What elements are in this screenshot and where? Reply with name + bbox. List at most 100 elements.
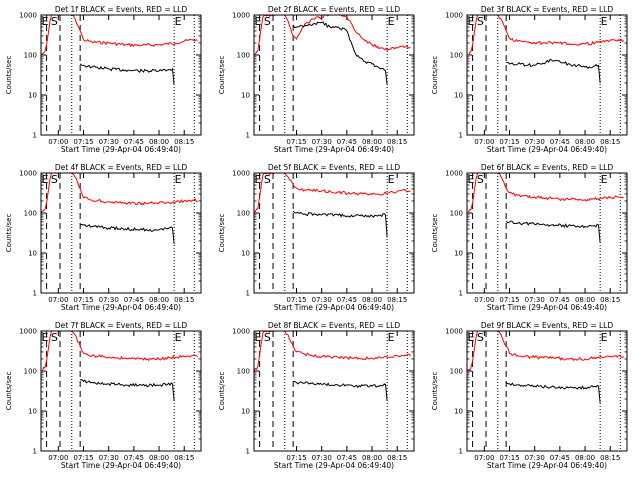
chart-panel-2: Det 2f BLACK = Events, RED = LLD Counts/s… (218, 5, 415, 154)
x-tick-label: 07:45 (550, 454, 570, 462)
chart-title: Det 4f BLACK = Events, RED = LLD (55, 163, 188, 172)
y-tick-label: 1 (459, 132, 463, 140)
series-line-events (292, 210, 388, 238)
x-tick-label: 08:15 (174, 138, 194, 146)
y-tick-label: 100 (237, 52, 250, 60)
x-tick-label: 08:00 (575, 454, 595, 462)
x-tick-label: 07:30 (312, 454, 332, 462)
x-tick-label: 07:15 (286, 296, 306, 304)
end-marker-label-right: E (601, 331, 608, 344)
x-axis-label: Start Time (29-Apr-04 06:49:40) (487, 303, 607, 312)
x-tick-label: 07:30 (99, 138, 119, 146)
end-marker-label-left: E (42, 331, 49, 344)
x-tick-label: 07:30 (525, 454, 545, 462)
end-marker-label-left: E (255, 15, 262, 28)
y-tick-label: 1000 (232, 328, 250, 336)
plot-frame (466, 14, 628, 136)
end-marker-label-left: E (255, 331, 262, 344)
x-axis-label: Start Time (29-Apr-04 06:49:40) (274, 145, 394, 154)
x-tick-label: 08:00 (575, 138, 595, 146)
chart-title: Det 5f BLACK = Events, RED = LLD (268, 163, 401, 172)
y-axis-label: Counts/sec (431, 372, 439, 411)
plot-frame (40, 14, 202, 136)
x-tick-label: 07:15 (286, 454, 306, 462)
y-tick-label: 10 (28, 250, 37, 258)
y-tick-label: 10 (454, 92, 463, 100)
end-marker-label-left: E (468, 173, 475, 186)
chart-title: Det 8f BLACK = Events, RED = LLD (268, 321, 401, 330)
chart-panel-3: Det 3f BLACK = Events, RED = LLD Counts/s… (431, 5, 628, 154)
x-tick-label: 08:15 (174, 454, 194, 462)
y-tick-label: 10 (454, 408, 463, 416)
x-tick-label: 07:00 (474, 454, 494, 462)
x-tick-label: 08:15 (600, 296, 620, 304)
x-tick-label: 08:15 (174, 296, 194, 304)
x-axis-label: Start Time (29-Apr-04 06:49:40) (274, 303, 394, 312)
series-line-lld (41, 15, 198, 56)
start-marker-label: S (264, 173, 271, 186)
y-tick-label: 1 (33, 290, 37, 298)
end-marker-label-left: E (42, 173, 49, 186)
x-tick-label: 07:45 (124, 296, 144, 304)
y-axis-label: Counts/sec (431, 56, 439, 95)
x-tick-label: 07:45 (337, 138, 357, 146)
series-line-lld (41, 331, 198, 372)
x-tick-label: 07:15 (73, 454, 93, 462)
series-line-events (292, 21, 388, 85)
series-line-lld (467, 331, 624, 372)
series-line-lld (41, 173, 198, 214)
x-tick-label: 08:15 (387, 296, 407, 304)
y-tick-label: 100 (450, 368, 463, 376)
y-axis-label: Counts/sec (218, 56, 226, 95)
plot-frame (253, 330, 415, 452)
x-tick-label: 07:15 (286, 138, 306, 146)
x-tick-label: 08:15 (387, 454, 407, 462)
series-line-events (505, 382, 601, 403)
start-marker-label: S (51, 173, 58, 186)
chart-title: Det 9f BLACK = Events, RED = LLD (481, 321, 614, 330)
series-line-events (80, 379, 175, 401)
chart-panel-8: Det 8f BLACK = Events, RED = LLD Counts/s… (218, 321, 415, 470)
y-tick-label: 1 (246, 132, 250, 140)
x-tick-label: 08:15 (600, 138, 620, 146)
series-line-lld (254, 331, 411, 372)
start-marker-label: S (477, 15, 484, 28)
y-tick-label: 1000 (232, 12, 250, 20)
x-tick-label: 07:45 (550, 296, 570, 304)
x-tick-label: 07:30 (99, 454, 119, 462)
x-tick-label: 08:00 (149, 138, 169, 146)
y-tick-label: 1 (246, 290, 250, 298)
chart-title: Det 7f BLACK = Events, RED = LLD (55, 321, 188, 330)
end-marker-label-left: E (468, 15, 475, 28)
start-marker-label: S (264, 15, 271, 28)
start-marker-label: S (477, 173, 484, 186)
y-tick-label: 10 (28, 408, 37, 416)
y-axis-label: Counts/sec (218, 214, 226, 253)
x-tick-label: 08:00 (149, 296, 169, 304)
x-axis-label: Start Time (29-Apr-04 06:49:40) (61, 461, 181, 470)
start-marker-label: S (51, 15, 58, 28)
chart-panel-9: Det 9f BLACK = Events, RED = LLD Counts/s… (431, 321, 628, 470)
x-tick-label: 07:45 (124, 138, 144, 146)
start-marker-label: S (264, 331, 271, 344)
x-tick-label: 07:30 (525, 296, 545, 304)
x-tick-label: 07:45 (337, 454, 357, 462)
y-tick-label: 100 (24, 210, 37, 218)
x-tick-label: 07:30 (312, 138, 332, 146)
end-marker-label-right: E (601, 173, 608, 186)
y-axis-label: Counts/sec (218, 372, 226, 411)
x-tick-label: 08:15 (387, 138, 407, 146)
y-tick-label: 100 (450, 210, 463, 218)
end-marker-label-left: E (255, 173, 262, 186)
y-tick-label: 10 (241, 92, 250, 100)
y-tick-label: 1000 (19, 328, 37, 336)
y-tick-label: 1 (33, 132, 37, 140)
x-tick-label: 07:00 (48, 296, 68, 304)
chart-title: Det 2f BLACK = Events, RED = LLD (268, 5, 401, 14)
x-tick-label: 07:30 (99, 296, 119, 304)
y-tick-label: 1 (33, 448, 37, 456)
series-line-lld (467, 173, 624, 214)
y-axis-label: Counts/sec (431, 214, 439, 253)
start-marker-label: S (51, 331, 58, 344)
